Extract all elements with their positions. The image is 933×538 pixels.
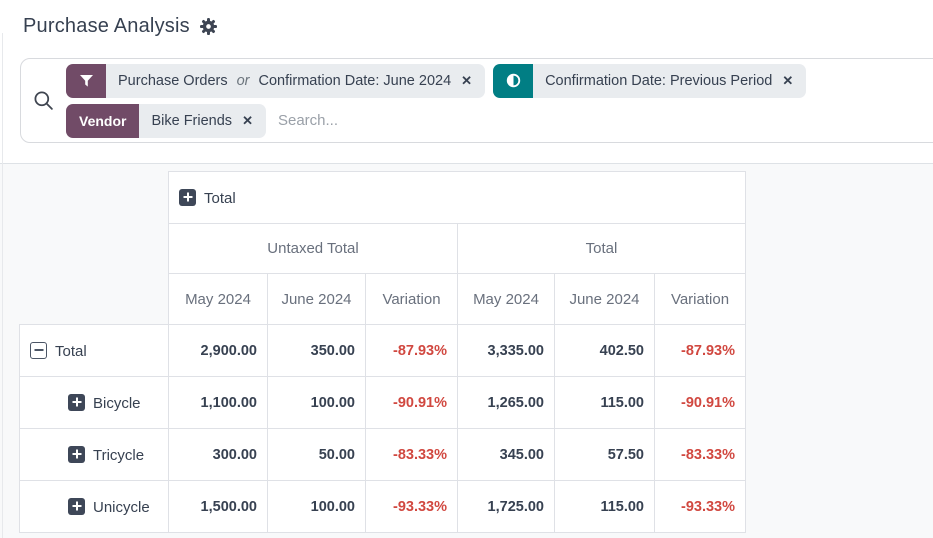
search-facets: Purchase Orders or Confirmation Date: Ju… [66,63,807,138]
pivot-cell: 345.00 [457,428,555,481]
pivot-table: Total Untaxed Total Total May 2024 June … [19,171,746,533]
pivot-cell: 1,265.00 [457,376,555,429]
row-header-total[interactable]: Total [19,324,169,377]
column-header-total[interactable]: Total [168,171,746,224]
pivot-cell-variation: -90.91% [654,376,746,429]
pivot-cell: 3,335.00 [457,324,555,377]
pivot-cell-variation: -90.91% [365,376,458,429]
facet-vendor: Vendor Bike Friends ✕ [66,103,266,138]
pivot-corner-cell [20,274,169,325]
facet-filter-remove-icon[interactable]: ✕ [461,73,473,88]
pivot-cell: 115.00 [554,376,655,429]
pivot-corner-cell [20,224,169,274]
content-left-border [2,33,3,538]
period-header[interactable]: June 2024 [554,273,655,325]
facet-comparison-text: Confirmation Date: Previous Period [545,72,773,89]
pivot-cell-variation: -83.33% [654,428,746,481]
period-header[interactable]: May 2024 [168,273,268,325]
pivot-cell: 1,100.00 [168,376,268,429]
facet-vendor-label: Bike Friends ✕ [139,103,266,138]
row-header-bicycle[interactable]: Bicycle [19,376,169,429]
gear-icon[interactable] [200,18,218,36]
facet-row-2: Vendor Bike Friends ✕ [66,103,806,138]
pivot-cell: 57.50 [554,428,655,481]
pivot-cell: 100.00 [267,480,366,533]
expand-row-icon[interactable] [68,497,85,515]
column-header-total-label: Total [204,189,236,207]
search-icon [33,90,54,111]
pivot-cell-variation: -93.33% [654,480,746,533]
pivot-cell: 350.00 [267,324,366,377]
facet-filter-connector: or [236,72,250,89]
search-input[interactable] [277,112,498,129]
facet-filter-text-right: Confirmation Date: June 2024 [258,72,452,89]
period-header[interactable]: Variation [365,273,458,325]
measure-header-untaxed-total[interactable]: Untaxed Total [168,223,458,274]
pivot-header-periods-row: May 2024 June 2024 Variation May 2024 Ju… [20,273,746,325]
pivot-cell: 100.00 [267,376,366,429]
search-panel: Purchase Orders or Confirmation Date: Ju… [20,58,933,143]
facet-comparison-label: Confirmation Date: Previous Period ✕ [533,63,807,98]
facet-filter: Purchase Orders or Confirmation Date: Ju… [66,63,486,98]
expand-column-icon[interactable] [179,188,196,206]
facet-filter-label: Purchase Orders or Confirmation Date: Ju… [106,63,486,98]
pivot-cell: 50.00 [267,428,366,481]
collapse-row-icon[interactable] [30,341,47,359]
pivot-content-area: Total Untaxed Total Total May 2024 June … [0,163,933,538]
row-label: Bicycle [93,394,141,412]
facet-vendor-category: Vendor [66,103,140,138]
expand-row-icon[interactable] [68,393,85,411]
pivot-cell: 1,725.00 [457,480,555,533]
pivot-cell: 1,500.00 [168,480,268,533]
page-title: Purchase Analysis [23,15,190,37]
expand-row-icon[interactable] [68,445,85,463]
pivot-cell: 402.50 [554,324,655,377]
row-header-unicycle[interactable]: Unicycle [19,480,169,533]
table-row-tricycle: Tricycle 300.00 50.00 -83.33% 345.00 57.… [19,428,746,481]
pivot-cell-variation: -87.93% [654,324,746,377]
facet-comparison-remove-icon[interactable]: ✕ [782,73,794,88]
row-label: Tricycle [93,446,145,464]
pivot-cell: 300.00 [168,428,268,481]
pivot-header-measures-row: Untaxed Total Total [20,223,746,274]
row-label: Total [55,342,87,360]
pivot-cell: 115.00 [554,480,655,533]
facet-row-1: Purchase Orders or Confirmation Date: Ju… [66,63,807,98]
filter-icon [66,63,106,98]
row-label: Unicycle [93,498,150,516]
adjust-icon [493,63,534,98]
period-header[interactable]: June 2024 [267,273,366,325]
row-header-tricycle[interactable]: Tricycle [19,428,169,481]
table-row-unicycle: Unicycle 1,500.00 100.00 -93.33% 1,725.0… [19,480,746,533]
title-bar: Purchase Analysis [0,0,933,53]
pivot-cell-variation: -83.33% [365,428,458,481]
pivot-cell-variation: -93.33% [365,480,458,533]
facet-comparison: Confirmation Date: Previous Period ✕ [493,63,807,98]
facet-vendor-remove-icon[interactable]: ✕ [242,113,253,128]
facet-vendor-value: Bike Friends [151,112,233,129]
period-header[interactable]: Variation [654,273,746,325]
facet-filter-text-left: Purchase Orders [118,72,228,89]
pivot-header-total-row: Total [20,171,746,224]
period-header[interactable]: May 2024 [457,273,555,325]
pivot-cell: 2,900.00 [168,324,268,377]
table-row-bicycle: Bicycle 1,100.00 100.00 -90.91% 1,265.00… [19,376,746,429]
pivot-corner-cell [20,172,169,224]
measure-header-total[interactable]: Total [457,223,746,274]
table-row-total: Total 2,900.00 350.00 -87.93% 3,335.00 4… [19,324,746,377]
pivot-cell-variation: -87.93% [365,324,458,377]
